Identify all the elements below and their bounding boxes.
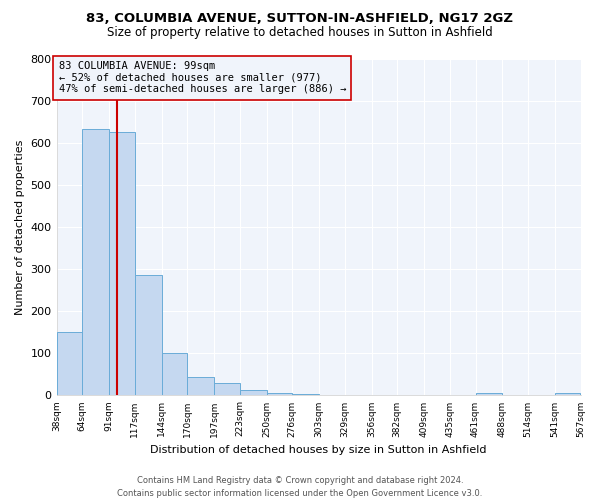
Bar [161, 353, 187, 396]
Bar [292, 394, 319, 396]
Text: 83 COLUMBIA AVENUE: 99sqm
← 52% of detached houses are smaller (977)
47% of semi: 83 COLUMBIA AVENUE: 99sqm ← 52% of detac… [59, 61, 346, 94]
Bar [476, 394, 502, 396]
Bar [555, 394, 580, 396]
Text: 83, COLUMBIA AVENUE, SUTTON-IN-ASHFIELD, NG17 2GZ: 83, COLUMBIA AVENUE, SUTTON-IN-ASHFIELD,… [86, 12, 514, 26]
Text: Size of property relative to detached houses in Sutton in Ashfield: Size of property relative to detached ho… [107, 26, 493, 39]
Bar [109, 132, 135, 396]
Bar [240, 390, 266, 396]
X-axis label: Distribution of detached houses by size in Sutton in Ashfield: Distribution of detached houses by size … [150, 445, 487, 455]
Text: Contains HM Land Registry data © Crown copyright and database right 2024.
Contai: Contains HM Land Registry data © Crown c… [118, 476, 482, 498]
Bar [187, 377, 214, 396]
Bar [135, 274, 161, 396]
Y-axis label: Number of detached properties: Number of detached properties [15, 140, 25, 315]
Bar [56, 332, 82, 396]
Bar [266, 394, 292, 396]
Bar [214, 383, 240, 396]
Bar [82, 129, 109, 396]
